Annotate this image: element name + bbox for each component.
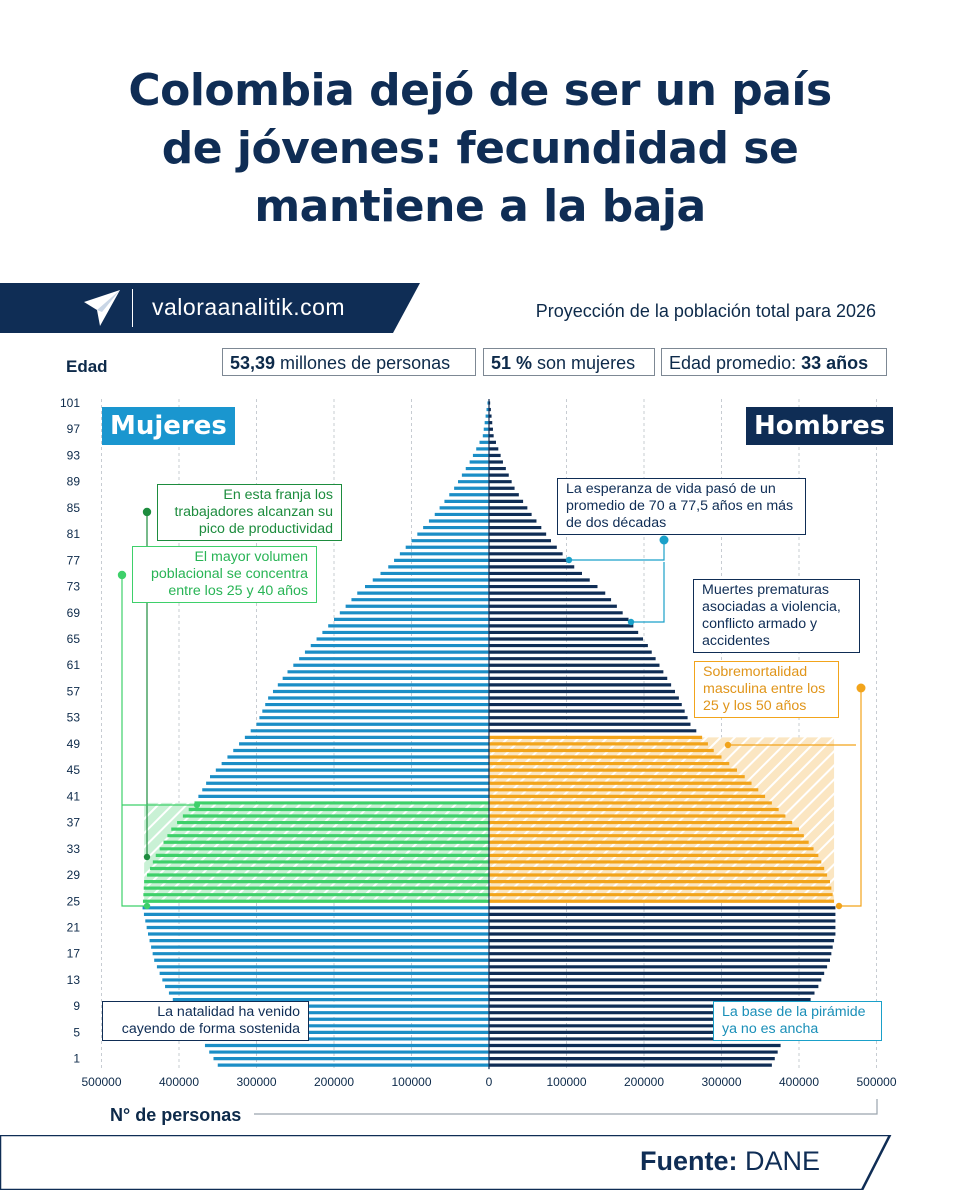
marker-dot bbox=[856, 683, 866, 693]
population-value: 53,39 bbox=[230, 353, 276, 373]
chart-subtitle: Proyección de la población total para 20… bbox=[535, 301, 876, 321]
leader-line bbox=[631, 562, 665, 623]
x-tick-label: 200000 bbox=[624, 1075, 664, 1089]
brand-site[interactable]: valoraanalitik.com bbox=[152, 294, 346, 320]
valora-logo-icon bbox=[84, 290, 120, 326]
y-tick-label: 29 bbox=[67, 868, 81, 882]
x-tick-label: 100000 bbox=[546, 1075, 586, 1089]
population-box: 53,39 millones de personas bbox=[222, 348, 476, 376]
y-tick-label: 9 bbox=[73, 999, 80, 1013]
women-tag: Mujeres bbox=[102, 407, 235, 445]
marker-dot bbox=[193, 801, 201, 809]
leader-line bbox=[121, 575, 147, 907]
footer-band bbox=[0, 1135, 892, 1190]
y-tick-label: 57 bbox=[67, 684, 81, 698]
leader-line bbox=[569, 540, 665, 561]
women-share-value: 51 % bbox=[491, 353, 533, 373]
y-tick-label: 13 bbox=[67, 973, 81, 987]
y-tick-label: 25 bbox=[67, 894, 81, 908]
y-tick-label: 101 bbox=[60, 396, 80, 410]
y-tick-label: 65 bbox=[67, 632, 81, 646]
y-tick-label: 97 bbox=[67, 422, 81, 436]
x-tick-label: 200000 bbox=[314, 1075, 354, 1089]
marker-dot bbox=[143, 902, 151, 910]
footer-label: Fuente: bbox=[639, 1146, 738, 1176]
y-tick-label: 1 bbox=[73, 1052, 80, 1066]
x-axis-title: N° de personas bbox=[110, 1105, 242, 1125]
men-tag: Hombres bbox=[746, 407, 894, 445]
x-tick-label: 400000 bbox=[159, 1075, 199, 1089]
women-share-box: 51 % son mujeres bbox=[483, 348, 655, 376]
y-tick-label: 85 bbox=[67, 501, 81, 515]
average-age-text: Edad promedio: bbox=[669, 353, 802, 373]
y-axis-title: Edad bbox=[66, 357, 108, 376]
y-tick-label: 17 bbox=[67, 947, 81, 961]
y-tick-label: 53 bbox=[67, 711, 81, 725]
x-tick-label: 100000 bbox=[391, 1075, 431, 1089]
y-tick-label: 69 bbox=[67, 606, 81, 620]
title-line-1: Colombia dejó de ser un país bbox=[128, 65, 832, 116]
marker-dot bbox=[724, 741, 732, 749]
annotation-pyramid-base: La base de la pirámide ya no es ancha bbox=[713, 1001, 882, 1041]
y-tick-label: 5 bbox=[73, 1025, 80, 1039]
title-line-2: de jóvenes: fecundidad se bbox=[161, 123, 799, 174]
brand-separator bbox=[132, 289, 133, 327]
page-title: Colombia dejó de ser un país de jóvenes:… bbox=[60, 62, 900, 236]
marker-dot bbox=[143, 853, 151, 861]
marker-dot bbox=[659, 535, 669, 545]
average-age-box: Edad promedio: 33 años bbox=[661, 348, 887, 376]
annotation-productivity: En esta franja los trabajadores alcanzan… bbox=[157, 484, 342, 541]
average-age-value: 33 años bbox=[801, 353, 869, 373]
annotation-volume: El mayor volumen poblacional se concentr… bbox=[132, 546, 317, 603]
annotation-premature-deaths: Muertes prematuras asociadas a violencia… bbox=[693, 579, 860, 653]
y-tick-label: 93 bbox=[67, 448, 81, 462]
annotation-natality: La natalidad ha venido cayendo de forma … bbox=[102, 1001, 309, 1041]
marker-dot bbox=[117, 570, 127, 580]
volume-hatch-area bbox=[144, 802, 489, 902]
y-tick-label: 33 bbox=[67, 842, 81, 856]
x-tick-label: 300000 bbox=[701, 1075, 741, 1089]
y-tick-label: 61 bbox=[67, 658, 81, 672]
x-tick-label: 500000 bbox=[81, 1075, 121, 1089]
y-tick-label: 21 bbox=[67, 920, 81, 934]
x-tick-label: 400000 bbox=[779, 1075, 819, 1089]
y-tick-label: 41 bbox=[67, 789, 81, 803]
y-tick-label: 73 bbox=[67, 580, 81, 594]
x-tick-label: 500000 bbox=[856, 1075, 896, 1089]
leader-line bbox=[839, 688, 862, 907]
footer-source: Fuente: DANE bbox=[640, 1146, 820, 1177]
marker-dot bbox=[565, 556, 573, 564]
overmortality-hatch-area bbox=[489, 737, 835, 902]
x-tick-label: 0 bbox=[486, 1075, 493, 1089]
y-tick-label: 37 bbox=[67, 816, 81, 830]
y-tick-label: 77 bbox=[67, 553, 81, 567]
marker-dot bbox=[627, 618, 635, 626]
population-text: millones de personas bbox=[275, 353, 451, 373]
annotation-overmortality: Sobremortalidad masculina entre los 25 y… bbox=[694, 661, 839, 718]
y-tick-label: 49 bbox=[67, 737, 81, 751]
y-tick-label: 81 bbox=[67, 527, 81, 541]
marker-dot bbox=[142, 507, 152, 517]
x-tick-label: 300000 bbox=[236, 1075, 276, 1089]
women-share-text: son mujeres bbox=[532, 353, 636, 373]
y-tick-label: 45 bbox=[67, 763, 81, 777]
footer-source-name: DANE bbox=[744, 1146, 820, 1176]
y-tick-label: 89 bbox=[67, 475, 81, 489]
title-line-3: mantiene a la baja bbox=[254, 181, 706, 232]
marker-dot bbox=[835, 902, 843, 910]
annotation-life-expectancy: La esperanza de vida pasó de un promedio… bbox=[557, 478, 806, 535]
